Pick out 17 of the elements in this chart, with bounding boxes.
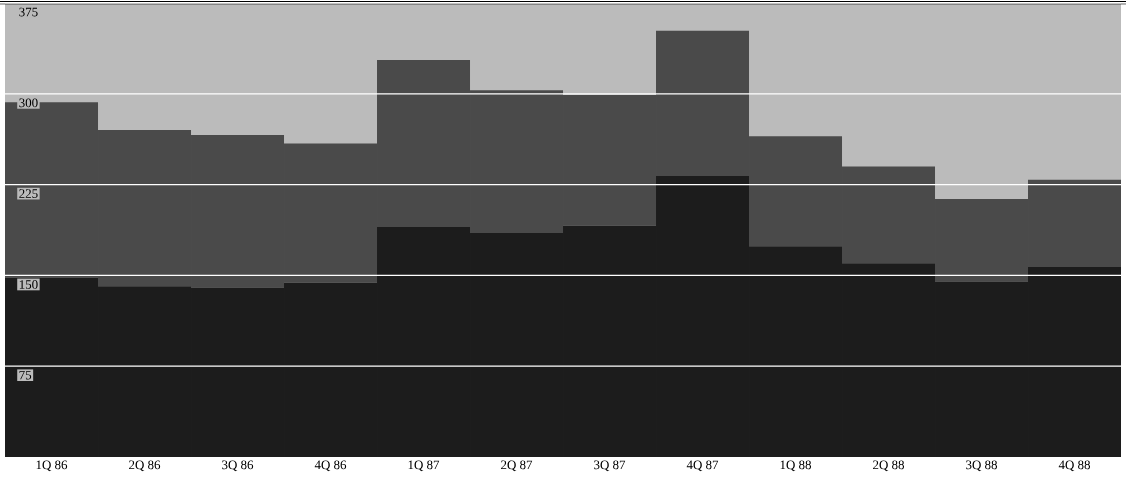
y-tick-label: 375 bbox=[19, 7, 38, 17]
x-tick-label: 2Q 87 bbox=[501, 460, 533, 472]
x-tick-label: 3Q 86 bbox=[222, 460, 254, 472]
x-tick-label: 1Q 87 bbox=[408, 460, 440, 472]
x-tick-label: 2Q 88 bbox=[873, 460, 905, 472]
y-tick-label: 150 bbox=[19, 280, 38, 289]
x-tick-label: 3Q 88 bbox=[966, 460, 998, 472]
x-tick-label: 2Q 86 bbox=[129, 460, 161, 472]
y-tick-label: 75 bbox=[19, 370, 32, 380]
x-tick-label: 4Q 86 bbox=[314, 460, 347, 472]
x-tick-label: 4Q 88 bbox=[1058, 460, 1091, 472]
x-tick-label: 4Q 87 bbox=[686, 460, 719, 472]
y-tick-label: 225 bbox=[19, 189, 38, 198]
x-tick-label: 1Q 86 bbox=[36, 460, 68, 472]
y-tick-label: 300 bbox=[19, 98, 38, 108]
x-tick-label: 3Q 87 bbox=[594, 460, 626, 472]
x-tick-label: 1Q 88 bbox=[780, 460, 812, 472]
